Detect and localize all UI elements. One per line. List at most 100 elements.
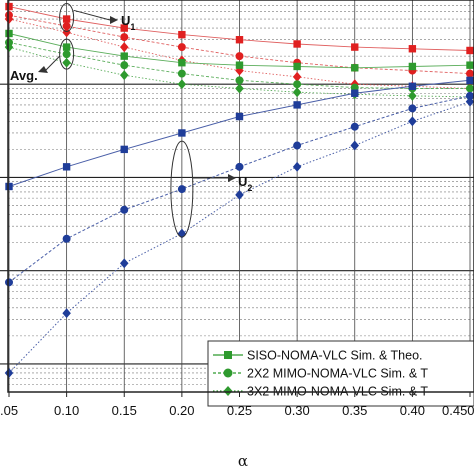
legend: SISO-NOMA-VLC Sim. & Theo. 2X2 MIMO-NOMA-… [207,340,474,407]
legend-marker-diamond [223,386,233,396]
avg-ellipse [59,38,75,70]
data-point-circle [177,69,186,78]
data-point-circle [235,162,244,171]
x-tick-label: 0.15 [112,403,137,418]
x-tick-label: 0.20 [169,403,194,418]
legend-entry: SISO-NOMA-VLC Sim. & Theo. [213,349,423,363]
x-tick-label: 0.450 [442,403,474,418]
data-point-diamond [62,57,71,68]
u1-ellipse [59,2,75,32]
data-point-circle [120,33,129,42]
data-point-square [466,46,474,55]
data-point-circle [350,122,359,131]
legend-label: SISO-NOMA-VLC Sim. & Theo. [247,349,423,363]
avg-label: Avg. [10,68,38,83]
data-point-square [351,64,359,72]
data-point-diamond [4,42,14,53]
data-point-diamond [235,83,244,94]
x-axis-ticks: .05 0.10 0.15 0.20 0.25 0.30 0.35 0.40 0.450 [0,392,474,418]
data-point-square [466,61,474,69]
x-tick-label: .05 [0,403,18,418]
series-layer [4,2,474,378]
data-point-square [5,182,13,191]
data-point-circle [5,278,13,287]
x-tick-label: 0.10 [54,403,79,418]
data-point-circle [120,205,129,214]
data-point-circle [177,185,186,194]
data-point-circle [235,52,244,61]
series-u2-mimo3 [4,96,474,378]
data-point-diamond [62,308,71,319]
u2-subscript: 2 [247,183,252,193]
data-point-circle [120,61,129,70]
data-point-diamond [177,79,187,90]
data-point-square [5,29,13,38]
x-tick-label: 0.25 [227,403,252,418]
data-point-diamond [4,14,14,25]
data-point-square [178,30,186,39]
data-point-square [5,2,13,11]
data-point-diamond [119,42,129,53]
data-point-square [408,82,417,90]
data-point-circle [466,84,474,93]
legend-entry: 2X2 MIMO-NOMA-VLC Sim. & T [213,367,428,381]
data-point-circle [293,80,302,89]
x-tick-label: 0.30 [284,403,309,418]
legend-box [207,340,474,407]
u1-subscript: 1 [130,22,135,32]
data-point-square [293,62,301,71]
series-u2-mimo2 [5,91,474,287]
data-point-square [120,24,128,32]
data-point-diamond [119,258,129,269]
data-point-square [408,45,417,53]
minor-grid [8,0,474,393]
series-line [8,95,471,283]
data-point-circle [62,50,71,59]
avg-arrowhead [38,66,48,73]
data-point-diamond [408,90,417,101]
data-point-diamond [408,116,417,127]
data-point-circle [177,43,186,52]
data-point-square [62,43,71,51]
u1-arrowhead [110,16,118,24]
data-point-square [62,163,71,171]
data-point-square [293,40,301,48]
data-point-square [235,61,244,69]
data-point-diamond [235,189,244,200]
x-tick-label: 0.35 [342,403,367,418]
u1-arrow [73,9,111,21]
u2-arrowhead [228,174,236,182]
data-point-circle [62,234,71,243]
data-point-square [62,15,71,23]
u2-ellipse [170,140,194,238]
data-point-diamond [292,87,302,98]
data-point-square [120,52,128,60]
avg-arrow [45,55,60,71]
data-point-diamond [292,161,302,172]
legend-label: 2X2 MIMO-NOMA-VLC Sim. & T [247,367,428,381]
series-u1-siso [5,2,474,55]
data-point-square [235,112,244,121]
data-point-square [351,43,359,51]
data-point-diamond [119,70,129,81]
data-point-square [178,129,186,137]
data-point-circle [408,104,417,113]
data-point-square [466,76,474,85]
data-point-square [293,101,301,109]
data-point-diamond [350,140,360,151]
legend-marker-circle [223,368,233,378]
series-avg-siso [5,29,474,72]
x-axis-title: α [238,452,248,470]
legend-marker-square [224,351,232,359]
data-point-circle [293,141,302,150]
data-point-diamond [4,367,14,378]
data-point-diamond [465,96,474,107]
data-point-square [351,89,359,97]
series-u2-siso [5,76,474,191]
data-point-square [235,36,244,44]
data-point-circle [466,69,474,78]
data-point-square [120,145,128,154]
data-point-circle [235,76,244,85]
data-point-square [408,62,417,71]
